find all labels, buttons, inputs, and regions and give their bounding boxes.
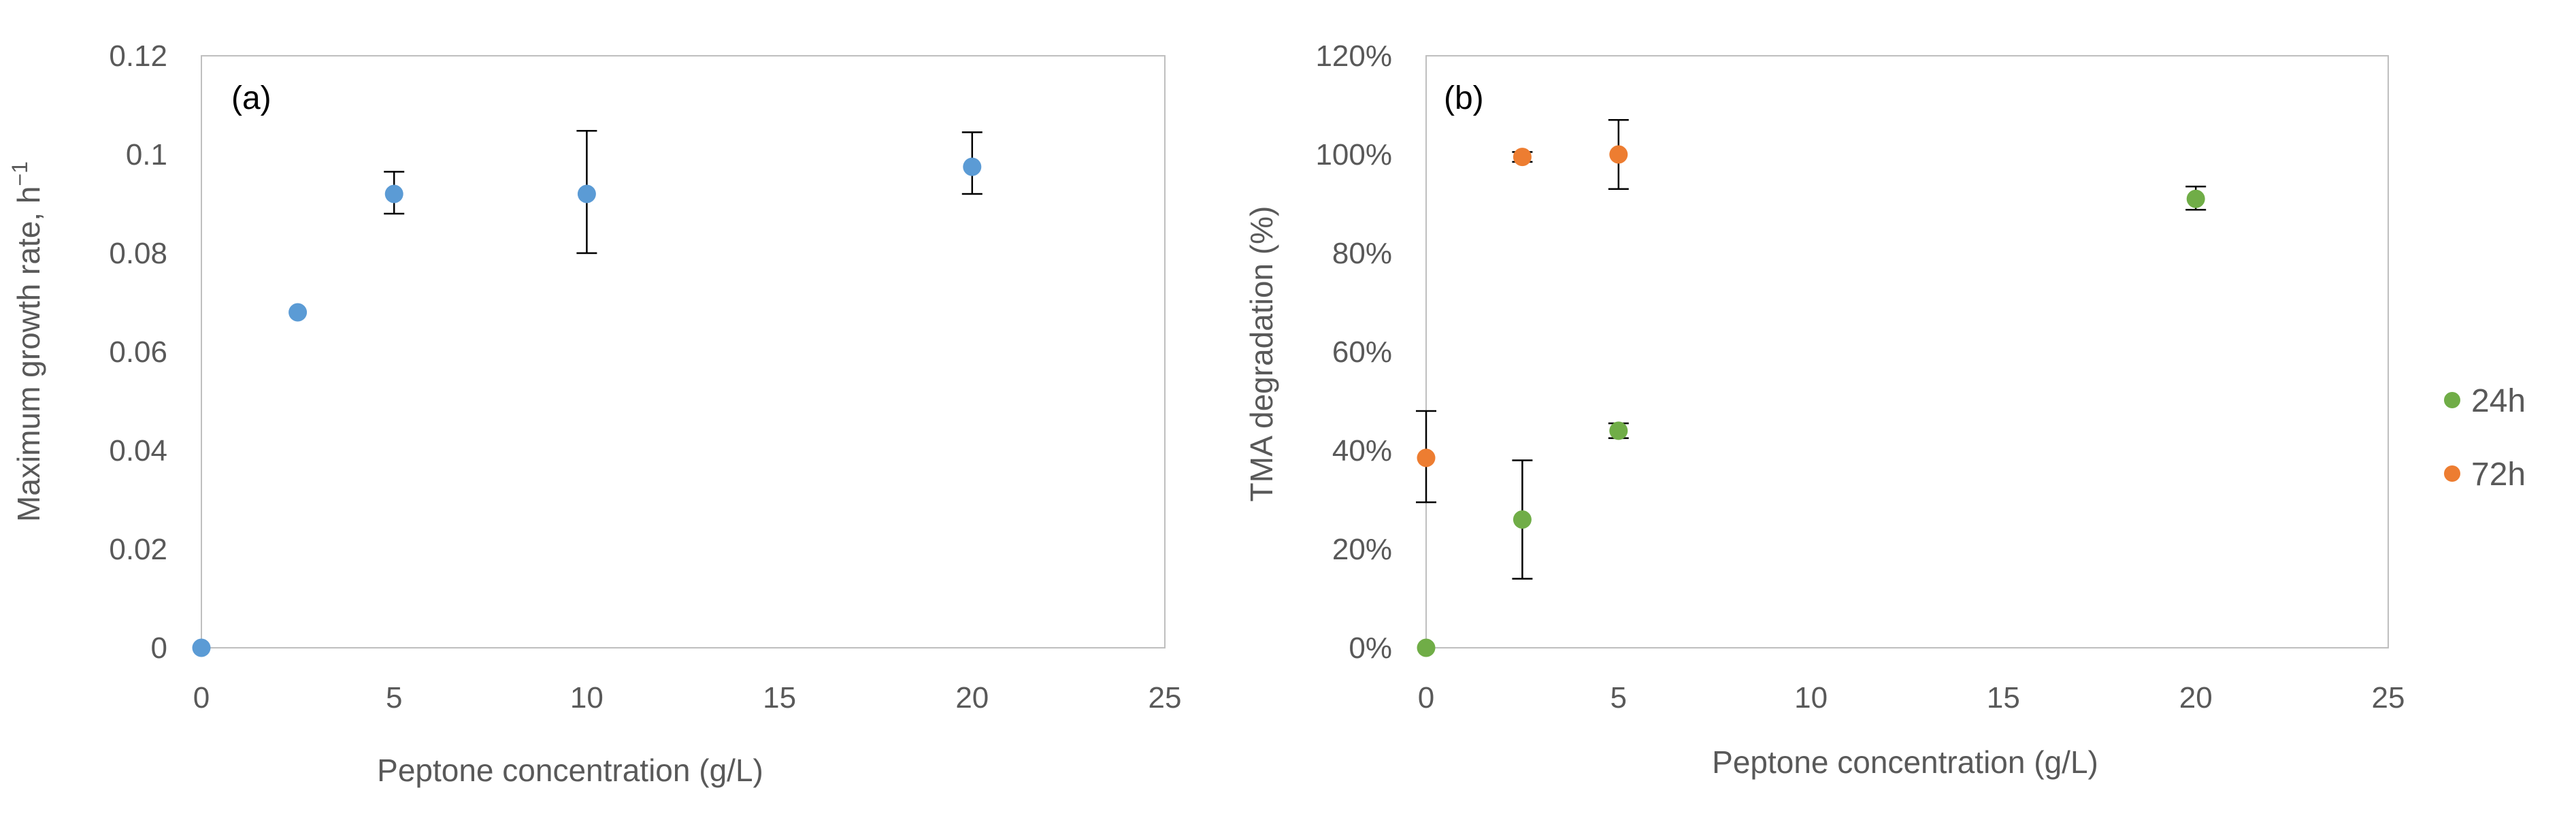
- data-point: [192, 638, 211, 657]
- panel-a-x-tick-labels: 0 5 10 15 20 25: [193, 681, 1182, 714]
- panel-b-label: (b): [1444, 80, 1484, 116]
- panel-b-x-tick-label: 20: [2179, 681, 2213, 714]
- panel-a-x-axis-title: Peptone concentration (g/L): [377, 753, 763, 788]
- panel-b-y-tick-label: 60%: [1332, 335, 1392, 369]
- panel-b-x-tick-label: 10: [1794, 681, 1828, 714]
- data-point: [1417, 638, 1436, 657]
- data-point: [577, 184, 596, 203]
- panel-b-x-tick-label: 25: [2372, 681, 2405, 714]
- panel-a-x-tick-label: 10: [570, 681, 604, 714]
- legend-label: 72h: [2471, 457, 2526, 493]
- panel-b-tma-degradation-chart: (b) 0% 20% 40% 60% 80% 100% 120% 0 5 10 15 20 25 Pe…: [1244, 39, 2405, 780]
- panel-b-series-72h: [1416, 119, 1629, 504]
- panel-b-y-tick-label: 40%: [1332, 434, 1392, 467]
- data-point: [1513, 148, 1532, 167]
- panel-a-y-tick-label: 0.04: [109, 434, 167, 467]
- panel-b-y-tick-label: 100%: [1315, 138, 1392, 171]
- panel-b-series-24h: [1417, 185, 2207, 657]
- legend-label: 24h: [2471, 383, 2526, 419]
- panel-a-y-tick-label: 0.12: [109, 39, 167, 73]
- panel-a-y-tick-label: 0.08: [109, 237, 167, 270]
- panel-b-plot-area: [1425, 55, 2389, 648]
- legend-item: 24h: [2444, 383, 2526, 419]
- panel-b-x-tick-label: 0: [1418, 681, 1434, 714]
- panel-a-y-tick-label: 0: [151, 631, 167, 665]
- panel-a-y-axis-title: Maximum growth rate, h−1: [7, 161, 46, 522]
- panel-a-x-tick-label: 0: [193, 681, 210, 714]
- panel-a-x-tick-label: 20: [955, 681, 989, 714]
- panel-b-x-tick-label: 5: [1611, 681, 1627, 714]
- data-point: [2186, 189, 2205, 208]
- panel-a-x-tick-label: 25: [1149, 681, 1182, 714]
- panel-a-x-tick-label: 15: [763, 681, 796, 714]
- panel-a-y-axis-title-superscript: −1: [7, 161, 32, 186]
- panel-b-y-tick-label: 80%: [1332, 237, 1392, 270]
- data-point: [1513, 510, 1532, 529]
- data-point: [1417, 448, 1436, 467]
- panel-b-x-tick-label: 15: [1987, 681, 2020, 714]
- panel-a-data-marks: [192, 129, 982, 657]
- panel-a-label: (a): [231, 80, 271, 116]
- legend-item: 72h: [2444, 457, 2526, 493]
- panel-b-y-tick-labels: 0% 20% 40% 60% 80% 100% 120%: [1315, 39, 1392, 665]
- panel-a-y-tick-label: 0.02: [109, 533, 167, 566]
- legend-marker: [2444, 465, 2460, 482]
- panel-a-y-tick-labels: 0 0.02 0.04 0.06 0.08 0.1 0.12: [109, 39, 167, 665]
- panel-b-y-tick-label: 120%: [1315, 39, 1392, 73]
- legend-marker: [2444, 392, 2460, 408]
- panel-b-y-tick-label: 20%: [1332, 533, 1392, 566]
- panel-b-x-tick-labels: 0 5 10 15 20 25: [1418, 681, 2405, 714]
- legend: 24h 72h: [2444, 383, 2526, 493]
- panel-b-y-tick-label: 0%: [1349, 631, 1392, 665]
- panel-b-y-axis-title: TMA degradation (%): [1244, 206, 1279, 502]
- panel-a-y-tick-label: 0.06: [109, 335, 167, 369]
- data-point: [1609, 145, 1628, 164]
- data-point: [384, 184, 403, 203]
- data-point: [288, 303, 308, 322]
- data-point: [963, 157, 982, 176]
- panel-a-plot-area: [201, 55, 1166, 648]
- panel-a-y-axis-title-main: Maximum growth rate, h: [11, 186, 46, 522]
- panel-a-y-tick-label: 0.1: [126, 138, 167, 171]
- panel-a-series-maximum-growth-rate: [192, 129, 982, 657]
- panel-a-growth-rate-chart: (a) 00.020.040.060.080.10.12 0 5 10 15 20 25 …: [7, 39, 1181, 788]
- panel-b-x-axis-title: Peptone concentration (g/L): [1712, 744, 2098, 780]
- panel-b-data-marks: [1416, 119, 2207, 657]
- data-point: [1609, 421, 1628, 440]
- panel-a-x-tick-label: 5: [386, 681, 402, 714]
